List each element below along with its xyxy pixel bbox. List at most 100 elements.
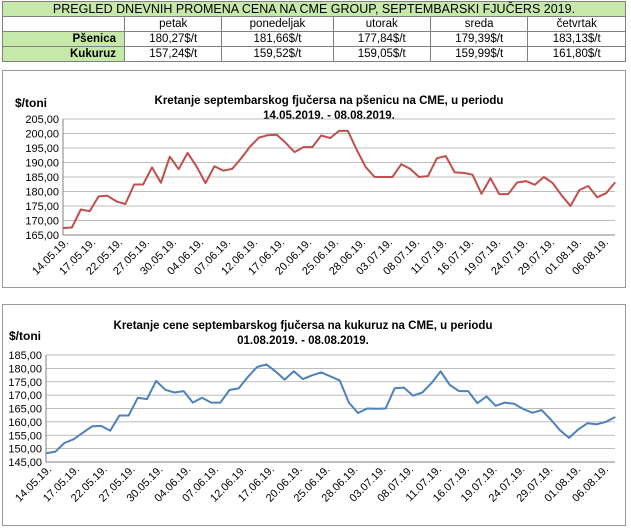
- data-point: [430, 382, 433, 384]
- data-point: [106, 195, 109, 197]
- data-point: [258, 137, 260, 139]
- data-point: [151, 166, 153, 168]
- data-point: [276, 134, 278, 136]
- data-point: [320, 134, 322, 137]
- y-tick-label: 175,00: [8, 377, 42, 389]
- day-header: utorak: [332, 16, 431, 32]
- data-point: [201, 397, 203, 399]
- data-point: [463, 172, 465, 174]
- data-point: [586, 422, 589, 424]
- chart-subtitle: 14.05.2019. - 08.08.2019.: [263, 110, 395, 122]
- data-point: [403, 387, 405, 389]
- data-point: [265, 363, 267, 365]
- price-cell: 179,39$/t: [429, 31, 529, 47]
- data-point: [531, 412, 534, 414]
- data-point: [222, 170, 224, 172]
- data-point: [471, 174, 474, 176]
- data-point: [210, 402, 212, 404]
- wheat-chart-panel: Kretanje septembarskog fjučersa na pšeni…: [2, 70, 626, 288]
- y-tick-label: 170,00: [25, 216, 59, 228]
- data-point: [449, 384, 451, 386]
- y-tick-label: 180,00: [8, 363, 42, 375]
- y-tick-label: 155,00: [8, 430, 42, 442]
- data-point: [561, 194, 563, 196]
- data-point: [522, 408, 524, 410]
- data-point: [62, 227, 64, 229]
- day-header: petak: [123, 16, 223, 32]
- data-point: [507, 193, 509, 195]
- data-point: [155, 380, 157, 382]
- data-point: [394, 387, 396, 389]
- chart-subtitle: 01.08.2019. - 08.08.2019.: [237, 335, 369, 347]
- data-point: [516, 181, 518, 184]
- data-point: [339, 379, 341, 381]
- table-title: PREGLED DNEVNIH PROMENA CENA NA CME GROU…: [2, 1, 626, 17]
- data-point: [247, 376, 249, 378]
- data-point: [302, 378, 304, 380]
- data-point: [133, 183, 135, 186]
- data-point: [525, 180, 527, 182]
- data-point: [91, 425, 93, 427]
- data-point: [504, 402, 506, 404]
- price-cell: 159,99$/t: [429, 46, 529, 62]
- data-point: [458, 390, 460, 392]
- data-point: [293, 151, 296, 153]
- data-point: [169, 156, 171, 158]
- data-point: [552, 182, 554, 184]
- data-point: [293, 370, 295, 372]
- data-point: [231, 168, 233, 170]
- data-point: [311, 374, 313, 376]
- data-point: [213, 165, 215, 167]
- table-row: Kukuruz 157,24$/t 159,52$/t 159,05$/t 15…: [2, 46, 626, 62]
- data-point: [238, 387, 240, 389]
- data-point: [385, 407, 387, 410]
- data-point: [183, 390, 185, 392]
- corn-chart-panel: Kretanje cene septembarskog fjučersa na …: [2, 304, 626, 526]
- data-point: [160, 182, 162, 184]
- data-point: [365, 166, 367, 168]
- data-point: [375, 408, 377, 410]
- y-tick-label: 175,00: [25, 201, 59, 213]
- data-point: [63, 442, 65, 444]
- data-point: [418, 176, 420, 178]
- data-point: [374, 176, 376, 178]
- data-point: [72, 438, 75, 440]
- y-tick-label: 165,00: [8, 404, 42, 416]
- data-point: [495, 405, 497, 407]
- data-point: [578, 189, 581, 191]
- data-point: [274, 370, 276, 372]
- data-point: [348, 402, 350, 404]
- data-point: [605, 421, 607, 423]
- data-point: [550, 418, 552, 421]
- data-point: [356, 149, 358, 151]
- data-point: [347, 130, 349, 132]
- data-point: [89, 210, 91, 212]
- day-header: sreda: [429, 16, 529, 32]
- data-point: [614, 416, 616, 418]
- y-tick-label: 160,00: [8, 417, 42, 429]
- data-point: [45, 452, 47, 454]
- data-point: [596, 423, 598, 425]
- data-point: [256, 366, 258, 368]
- price-cell: 159,05$/t: [332, 46, 431, 62]
- data-point: [82, 432, 84, 434]
- data-point: [124, 203, 126, 205]
- data-point: [382, 176, 385, 178]
- day-header: ponedeljak: [221, 16, 334, 32]
- row-label-wheat: Pšenica: [2, 31, 125, 47]
- data-point: [543, 176, 545, 178]
- data-point: [228, 389, 231, 391]
- data-point: [476, 402, 478, 404]
- data-point: [391, 176, 393, 178]
- day-header: četvrtak: [527, 16, 626, 32]
- price-cell: 180,27$/t: [123, 31, 223, 47]
- data-point: [54, 451, 56, 453]
- data-point: [568, 437, 570, 439]
- table-corner: [2, 16, 125, 32]
- data-point: [436, 157, 438, 159]
- price-cell: 177,84$/t: [332, 31, 431, 47]
- data-point: [454, 171, 456, 173]
- data-point: [267, 134, 269, 136]
- data-point: [513, 403, 515, 405]
- data-point: [577, 428, 579, 430]
